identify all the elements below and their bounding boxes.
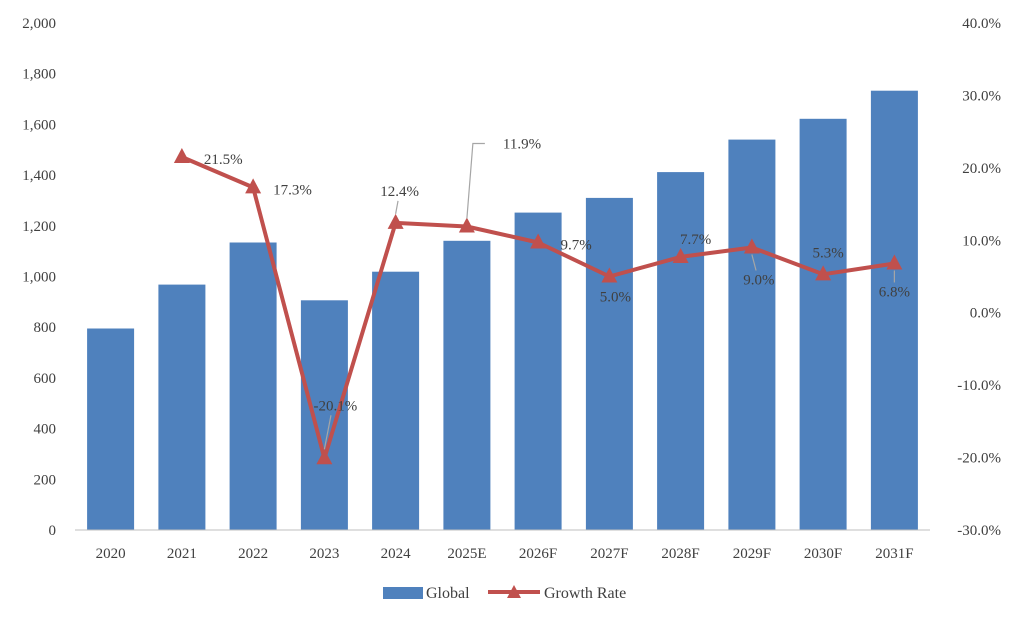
leaders-layer [323, 142, 895, 450]
y-left-tick-label: 200 [34, 472, 57, 488]
growth-marker-2026F [530, 233, 547, 249]
growth-data-label-2024: 12.4% [380, 184, 419, 200]
y-right-tick-label: 10.0% [962, 233, 1001, 249]
y-left-tick-label: 2,000 [22, 16, 56, 32]
y-left-tick-label: 800 [34, 320, 57, 336]
y-left-tick-label: 1,400 [22, 168, 56, 184]
y-left-tick-label: 1,000 [22, 270, 56, 286]
bar-global-2030F [799, 118, 847, 531]
bar-global-2029F [728, 139, 776, 530]
x-tick-label: 2031F [875, 546, 913, 562]
x-tick-label: 2027F [590, 546, 628, 562]
growth-marker-2025E [458, 217, 475, 233]
x-tick-label: 2021 [167, 546, 197, 562]
x-tick-label: 2020 [96, 546, 126, 562]
x-tick-label: 2024 [381, 546, 412, 562]
bar-global-2023 [300, 300, 348, 530]
y-right-tick-label: 0.0% [970, 306, 1001, 322]
legend: Global Growth Rate [383, 585, 626, 602]
legend-global-swatch [383, 587, 423, 599]
y-left-tick-label: 1,200 [22, 219, 56, 235]
y-right-tick-label: 40.0% [962, 16, 1001, 32]
x-tick-label: 2023 [309, 546, 339, 562]
bar-global-2027F [585, 197, 633, 530]
x-tick-label: 2026F [519, 546, 557, 562]
bar-global-2024 [372, 271, 420, 530]
bar-global-2031F [870, 90, 918, 530]
y-right-tick-label: 30.0% [962, 88, 1001, 104]
growth-marker-2024 [387, 213, 404, 229]
y-right-tick-label: -20.0% [957, 451, 1001, 467]
growth-data-label-2030F: 5.3% [812, 245, 843, 261]
legend-growth-marker [507, 585, 521, 598]
leader-line-2024 [395, 200, 399, 215]
bar-global-2028F [657, 172, 705, 530]
y-left-tick-label: 400 [34, 422, 57, 438]
growth-data-label-2021: 21.5% [204, 152, 243, 168]
legend-global-label: Global [426, 585, 470, 602]
axes-layer: 0 200 400 600 800 1,000 1,200 1,400 1,600 1,800 2,… [22, 16, 1001, 562]
legend-growth-label: Growth Rate [544, 585, 626, 602]
x-tick-label: 2022 [238, 546, 268, 562]
growth-data-label-2031F: 6.8% [879, 285, 910, 301]
x-tick-label: 2030F [804, 546, 842, 562]
leader-line-2023 [323, 415, 332, 450]
growth-marker-2030F [815, 265, 832, 281]
bar-global-2020 [87, 328, 135, 530]
growth-data-label-2022: 17.3% [273, 182, 312, 198]
growth-marker-2028F [672, 247, 689, 263]
growth-marker-2031F [886, 254, 903, 270]
growth-data-label-2026F: 9.7% [560, 238, 591, 254]
x-tick-label: 2025E [447, 546, 486, 562]
y-left-tick-label: 1,800 [22, 67, 56, 83]
y-right-tick-label: -10.0% [957, 378, 1001, 394]
bar-global-2021 [158, 284, 206, 530]
growth-marker-2023 [316, 449, 333, 465]
growth-marker-2029F [743, 238, 760, 254]
leader-line-2025E [466, 142, 485, 219]
growth-data-label-2027F: 5.0% [600, 290, 631, 306]
y-left-tick-label: 1,600 [22, 117, 56, 133]
x-tick-label: 2029F [733, 546, 771, 562]
bar-global-2025E [443, 240, 491, 531]
bar-global-2026F [514, 212, 562, 530]
growth-marker-2027F [601, 267, 618, 283]
bar-global-2022 [229, 242, 277, 530]
growth-data-label-2023: -20.1% [314, 398, 358, 414]
labels-layer: 21.5% 17.3% -20.1% 12.4% 11.9% 9.7% 5.0% 7.7% 9.… [204, 137, 910, 415]
x-tick-label: 2028F [661, 546, 699, 562]
y-left-tick-label: 600 [34, 371, 57, 387]
bars-layer [87, 90, 918, 531]
y-right-tick-label: -30.0% [957, 523, 1001, 539]
leader-line-2029F [751, 254, 757, 271]
growth-data-label-2029F: 9.0% [743, 273, 774, 289]
growth-marker-2022 [245, 178, 262, 194]
growth-data-label-2025E: 11.9% [503, 137, 541, 153]
y-right-tick-label: 20.0% [962, 161, 1001, 177]
growth-data-label-2028F: 7.7% [680, 232, 711, 248]
growth-marker-2021 [173, 147, 190, 163]
y-left-tick-label: 0 [49, 523, 57, 539]
line-layer [173, 147, 903, 465]
